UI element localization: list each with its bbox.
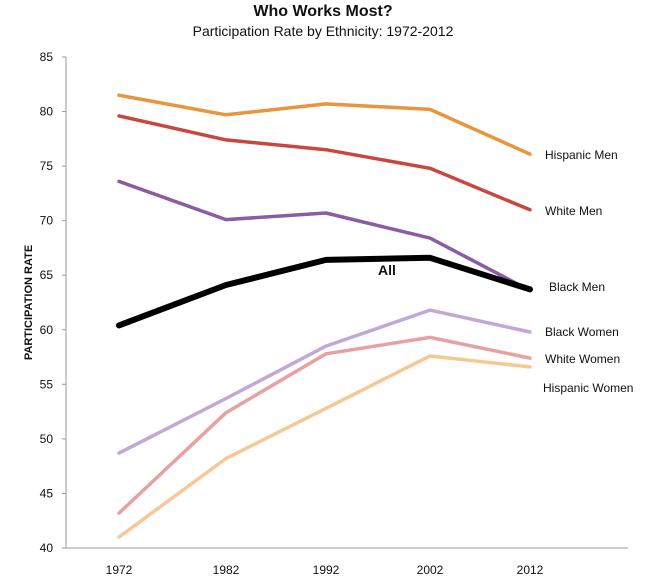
y-tick-label: 70	[40, 214, 54, 228]
y-tick-label: 60	[40, 323, 54, 337]
x-tick-label: 1972	[106, 563, 133, 577]
y-tick-label: 65	[40, 268, 54, 282]
series-line-black-women	[117, 308, 532, 455]
series-line-all	[116, 254, 533, 329]
chart-subtitle: Participation Rate by Ethnicity: 1972-20…	[192, 23, 454, 39]
series-line-hispanic-women	[117, 354, 532, 539]
series-label-black-women: Black Women	[545, 325, 619, 339]
axes: 40 45 50 55 60 65 70 75 80 85 1972 1982 1992 2002 2012…	[23, 50, 628, 577]
series-label-white-women: White Women	[545, 352, 620, 366]
series-label-black-men: Black Men	[549, 280, 605, 294]
x-tick-label: 2002	[417, 563, 444, 577]
chart-title: Who Works Most?	[253, 3, 393, 20]
y-tick-label: 50	[40, 432, 54, 446]
series-line-black-men	[117, 179, 532, 293]
y-tick-label: 80	[40, 105, 54, 119]
series-label-hispanic-women: Hispanic Women	[543, 381, 633, 395]
series-line-white-women	[117, 335, 532, 515]
y-tick-label: 40	[40, 541, 54, 555]
series-lines	[116, 93, 533, 539]
series-label-white-men: White Men	[545, 204, 602, 218]
y-tick-label: 55	[40, 377, 54, 391]
series-labels: Hispanic Men White Men Black Men All Black W…	[378, 148, 633, 395]
y-tick-label: 85	[40, 50, 54, 64]
y-axis-label: PARTICIPATION RATE	[23, 245, 35, 360]
x-tick-label: 1992	[313, 563, 340, 577]
y-tick-label: 75	[40, 159, 54, 173]
series-line-hispanic-men	[117, 93, 532, 156]
series-label-all: All	[378, 262, 396, 278]
series-line-white-men	[117, 114, 532, 212]
series-label-hispanic-men: Hispanic Men	[545, 148, 618, 162]
x-tick-label: 1982	[213, 563, 240, 577]
x-tick-label: 2012	[517, 563, 544, 577]
y-tick-label: 45	[40, 486, 54, 500]
